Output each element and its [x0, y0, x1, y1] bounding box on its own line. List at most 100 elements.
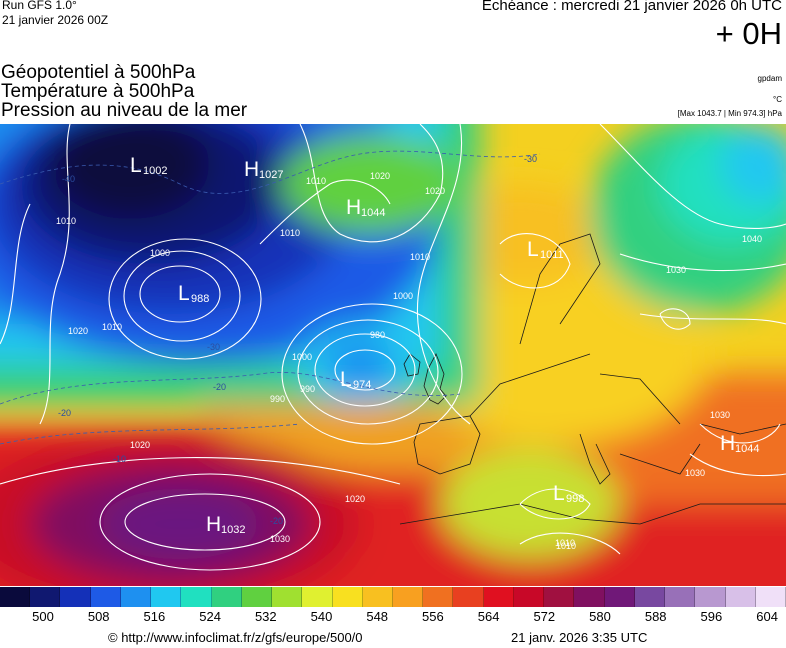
color-scale-swatch [756, 587, 786, 607]
color-scale-swatch [0, 587, 30, 607]
high-center: H 1032 [206, 513, 245, 536]
pressure-centers: L 1002 H 1027 H 1044 L 988 L 974 L 1011 H 1044 … [130, 154, 759, 536]
isobar-label: 1000 [393, 291, 413, 301]
isobar-label: 1010 [410, 252, 430, 262]
color-scale-label: 532 [254, 609, 277, 624]
temperature-label: -20 [270, 516, 283, 526]
svg-text:1011: 1011 [540, 249, 564, 261]
color-scale-swatch [695, 587, 726, 607]
isobars [0, 124, 786, 571]
color-scale-swatch [544, 587, 574, 607]
svg-text:974: 974 [353, 379, 371, 391]
color-scale-swatch [302, 587, 333, 607]
color-scale-swatch [726, 587, 756, 607]
isobar-label: 1040 [742, 234, 762, 244]
unit-temperature: °C [773, 95, 782, 104]
temperature-label: -20 [213, 382, 226, 392]
svg-text:H: H [720, 432, 735, 455]
color-scale-swatch [212, 587, 242, 607]
isobar-label: 1020 [130, 440, 150, 450]
low-center: L 1011 [527, 238, 564, 261]
color-scale-label: 548 [366, 609, 389, 624]
color-scale-swatch [393, 587, 423, 607]
forecast-lead-time: + 0H [715, 16, 782, 51]
weather-map: L 1002 H 1027 H 1044 L 988 L 974 L 1011 H 1044 … [0, 124, 786, 586]
svg-text:L: L [527, 238, 539, 261]
color-scale-swatch [453, 587, 484, 607]
color-scale-swatch [635, 587, 665, 607]
source-credit: © http://www.infoclimat.fr/z/gfs/europe/… [108, 630, 363, 645]
svg-text:L: L [553, 482, 565, 505]
color-scale-swatch [30, 587, 60, 607]
high-center: H 1027 [244, 158, 283, 181]
high-center: H 1044 [720, 432, 759, 455]
low-center: L 974 [340, 368, 371, 391]
isobar-label: 1030 [270, 534, 290, 544]
color-scale-label: 564 [477, 609, 500, 624]
color-scale-bar [0, 587, 786, 607]
isobar-label: 1020 [425, 186, 445, 196]
isobar-label: 1020 [370, 171, 390, 181]
isobar-label: 1030 [710, 410, 730, 420]
forecast-valid-time: Echéance : mercredi 21 janvier 2026 0h U… [481, 0, 782, 14]
isobar-label: 1010 [556, 541, 576, 551]
color-scale-swatch [91, 587, 121, 607]
isobar-label: 1030 [685, 468, 705, 478]
color-scale-swatch [574, 587, 605, 607]
isobar-label: 1000 [292, 352, 312, 362]
color-scale-label: 500 [32, 609, 54, 624]
isobar-label: 990 [270, 394, 285, 404]
color-scale-label: 556 [422, 609, 444, 624]
temperature-label: -30 [524, 154, 537, 164]
color-scale-swatch [333, 587, 363, 607]
isobar-labels: 1010 1010 1000 1020 1010 1010 1020 1020 … [56, 171, 762, 551]
color-scale-swatch [665, 587, 695, 607]
isobar-label: 1010 [280, 228, 300, 238]
color-scale-label: 604 [756, 609, 778, 624]
isobar-label: 990 [300, 384, 315, 394]
color-scale-label: 516 [143, 609, 166, 624]
run-date: 21 janvier 2026 00Z [2, 13, 109, 27]
svg-text:H: H [346, 196, 361, 219]
svg-text:1002: 1002 [143, 165, 167, 177]
isobar-label: 1010 [56, 216, 76, 226]
title-geopotential: Géopotentiel à 500hPa [1, 62, 196, 83]
svg-text:1044: 1044 [735, 443, 759, 455]
run-label: Run GFS 1.0° [2, 0, 77, 12]
color-scale-label: 524 [199, 609, 221, 624]
pressure-range: [Max 1043.7 | Min 974.3] hPa [677, 109, 782, 118]
color-scale-swatch [272, 587, 302, 607]
color-scale-swatch [121, 587, 151, 607]
color-scale-swatch [514, 587, 544, 607]
svg-text:H: H [206, 513, 221, 536]
color-scale-label: 596 [700, 609, 723, 624]
color-scale-swatch [605, 587, 635, 607]
isobar-label: 1020 [68, 326, 88, 336]
title-temperature: Température à 500hPa [1, 81, 195, 102]
color-scale-labels: 500 508 516 524 532 540 548 556 564 572 580 588 596 6… [0, 609, 786, 627]
temperature-label: -10 [113, 454, 126, 464]
color-scale-label: 572 [533, 609, 556, 624]
isobar-label: 1010 [555, 538, 575, 548]
svg-text:1044: 1044 [361, 207, 385, 219]
isobar-label: 1010 [102, 322, 122, 332]
svg-text:1027: 1027 [259, 169, 283, 181]
low-center: L 1002 [130, 154, 167, 177]
isotherms [0, 150, 541, 445]
title-pressure: Pression au niveau de la mer [1, 100, 248, 121]
low-center: L 998 [553, 482, 584, 505]
generation-date: 21 janv. 2026 3:35 UTC [511, 630, 648, 645]
svg-text:L: L [130, 154, 142, 177]
temperature-labels: -40 -30 -30 -20 -20 -20 -10 [58, 154, 537, 526]
coastlines [399, 233, 786, 525]
color-scale-swatch [242, 587, 272, 607]
color-scale-label: 508 [87, 609, 110, 624]
isobar-label: 1020 [345, 494, 365, 504]
isobar-label: 1000 [150, 248, 170, 258]
temperature-label: -40 [62, 174, 75, 184]
low-center: L 988 [178, 282, 209, 305]
unit-geopotential: gpdam [757, 74, 782, 83]
svg-text:1032: 1032 [221, 524, 245, 536]
color-scale-label: 588 [644, 609, 667, 624]
color-scale-label: 540 [310, 609, 333, 624]
